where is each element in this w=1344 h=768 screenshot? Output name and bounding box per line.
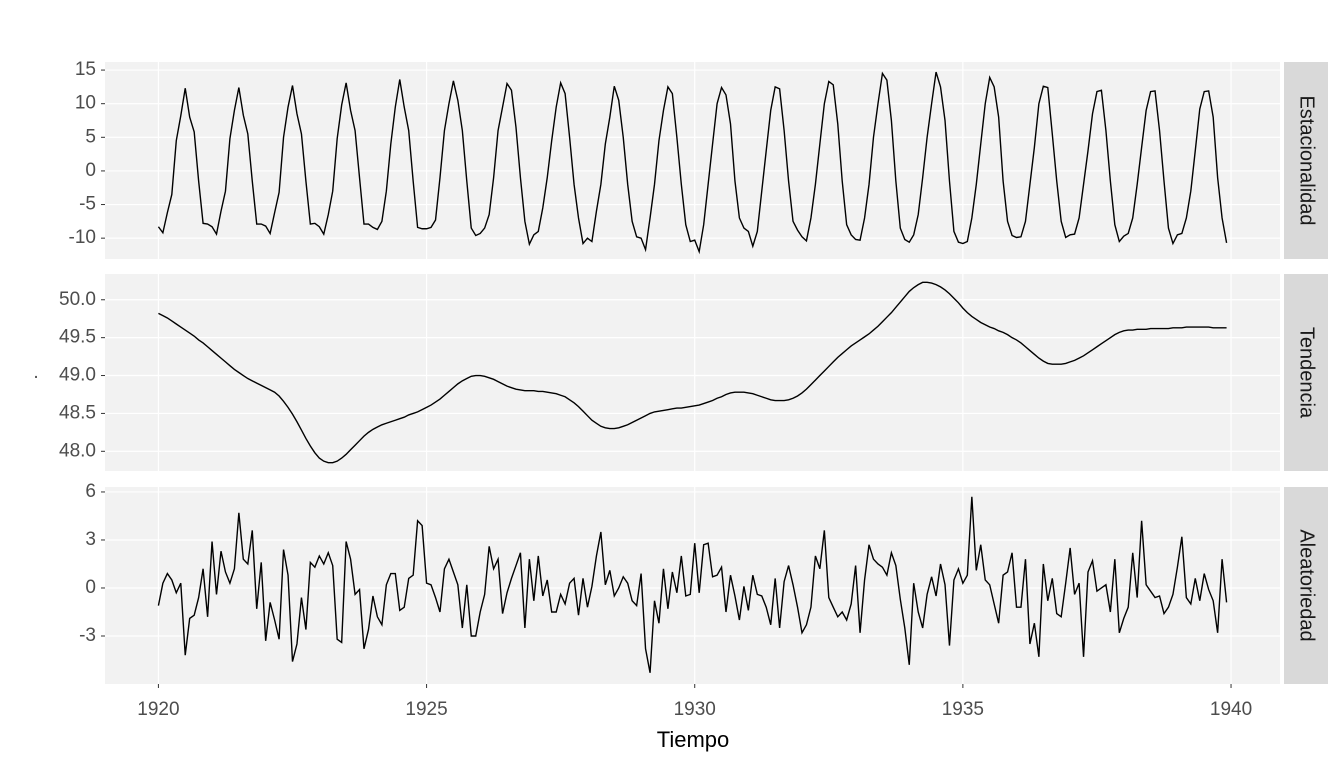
y-tick-label: 0 xyxy=(85,577,96,598)
y-tick-label: -3 xyxy=(79,625,96,646)
strip-label: Estacionalidad xyxy=(1296,95,1318,225)
x-tick-label: 1940 xyxy=(1210,699,1252,720)
y-tick-label: 50.0 xyxy=(59,289,96,310)
y-tick-label: -10 xyxy=(69,227,96,248)
y-tick-label: 0 xyxy=(85,160,96,181)
x-tick-label: 1920 xyxy=(137,699,179,720)
y-tick-label: 48.5 xyxy=(59,402,96,423)
strip xyxy=(1284,274,1328,471)
y-axis-label: . xyxy=(33,362,38,383)
y-tick-label: 49.0 xyxy=(59,365,96,386)
y-tick-label: 48.0 xyxy=(59,440,96,461)
x-tick-label: 1930 xyxy=(674,699,716,720)
x-tick-label: 1935 xyxy=(942,699,984,720)
y-tick-label: 15 xyxy=(75,59,96,80)
x-axis-label: Tiempo xyxy=(657,727,730,752)
series-line xyxy=(157,71,1228,255)
strip-label: Tendencia xyxy=(1296,327,1318,419)
y-tick-label: -5 xyxy=(79,194,96,215)
strip-label: Aleatoriedad xyxy=(1296,529,1318,641)
panel-background xyxy=(105,62,1280,259)
y-tick-label: 49.5 xyxy=(59,327,96,348)
y-tick-label: 6 xyxy=(85,481,96,502)
y-tick-label: 5 xyxy=(85,126,96,147)
series-line xyxy=(158,281,1227,464)
y-tick-label: 10 xyxy=(75,93,96,114)
strip xyxy=(1284,62,1328,259)
strip xyxy=(1284,487,1328,684)
series-line xyxy=(157,496,1228,673)
x-tick-label: 1925 xyxy=(405,699,447,720)
panel-background xyxy=(105,274,1280,471)
y-tick-label: 3 xyxy=(85,529,96,550)
